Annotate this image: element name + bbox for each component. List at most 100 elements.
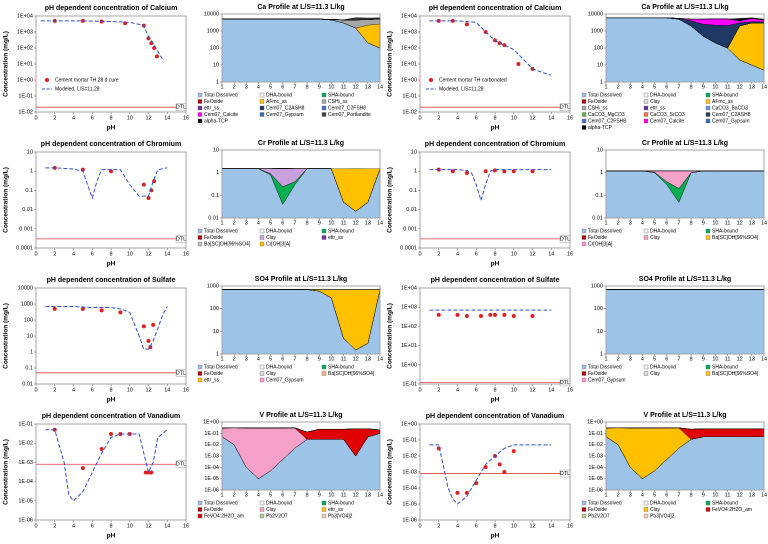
y-tick-label: 10 bbox=[597, 62, 603, 68]
legend-swatch bbox=[581, 92, 587, 98]
x-tick-label: 16 bbox=[183, 115, 189, 121]
legend-label: Modeled, L/S=11.28 bbox=[439, 86, 484, 92]
x-tick-label: 5 bbox=[269, 84, 272, 90]
plot-area bbox=[35, 423, 187, 521]
x-tick-label: 12 bbox=[737, 84, 743, 90]
legend-marker bbox=[45, 78, 49, 82]
data-point bbox=[154, 54, 159, 59]
x-tick-label: 3 bbox=[245, 220, 248, 226]
legend-swatch bbox=[321, 371, 327, 376]
plot-frame bbox=[419, 151, 571, 249]
plot-frame bbox=[419, 423, 571, 521]
x-tick-label: 6 bbox=[91, 387, 94, 393]
chart-title: pH dependent concentration of Chromium bbox=[425, 141, 565, 148]
x-tick-label: 6 bbox=[281, 84, 284, 90]
x-tick-label: 4 bbox=[72, 523, 75, 529]
legend-label: Ba[SC]OH[96%SO4] bbox=[328, 371, 375, 377]
legend-label: FeOxide bbox=[588, 99, 607, 105]
legend-swatch bbox=[581, 235, 587, 240]
data-point bbox=[99, 308, 104, 313]
x-tick-label: 13 bbox=[749, 356, 755, 362]
legend-label: ettr_ss bbox=[650, 105, 666, 111]
legend-swatch bbox=[259, 377, 265, 383]
legend-label: DHA-bound bbox=[650, 92, 676, 98]
legend-label: DHA-bound bbox=[266, 228, 292, 234]
y-tick-label: 1E+04 bbox=[401, 285, 417, 291]
legend-swatch bbox=[643, 92, 649, 98]
legend-swatch bbox=[643, 228, 649, 234]
legend-swatch bbox=[705, 118, 711, 124]
dtl-label: DTL bbox=[176, 105, 186, 111]
legend-swatch bbox=[259, 513, 265, 519]
y-tick-label: 10 bbox=[597, 147, 603, 153]
x-tick-label: 12 bbox=[353, 84, 359, 90]
x-tick-label: 4 bbox=[456, 523, 459, 529]
legend-label: DHA-bound bbox=[266, 500, 292, 506]
y-tick-label: 0.0001 bbox=[400, 245, 417, 251]
x-tick-label: 5 bbox=[269, 492, 272, 498]
y-tick-label: 1E+03 bbox=[401, 305, 417, 311]
y-tick-label: 10 bbox=[597, 329, 603, 335]
legend-swatch bbox=[705, 371, 711, 376]
legend-swatch bbox=[581, 513, 587, 519]
y-axis-label: Concentration (mg/L) bbox=[3, 303, 10, 369]
x-tick-label: 9 bbox=[318, 84, 321, 90]
y-tick-label: 1E+03 bbox=[401, 29, 417, 35]
chart-title: V Profile at L/S=11.3 L/kg bbox=[643, 412, 726, 419]
plot-frame bbox=[35, 15, 187, 113]
legend-label: Modeled, L/S=11.28 bbox=[55, 86, 100, 92]
y-tick-label: 1000 bbox=[21, 301, 33, 307]
x-tick-label: 3 bbox=[629, 220, 632, 226]
y-tick-label: 1E+00 bbox=[587, 419, 603, 425]
x-tick-label: 8 bbox=[109, 523, 112, 529]
data-point bbox=[464, 171, 469, 176]
data-point bbox=[455, 312, 460, 317]
legend-label: Ba[SC]OH[96%SO4] bbox=[712, 371, 759, 377]
data-point bbox=[464, 22, 469, 27]
data-point bbox=[502, 43, 507, 48]
y-tick-label: 1E-02 bbox=[402, 453, 417, 459]
legend-label: DHA-bound bbox=[266, 364, 292, 370]
dtl-label: DTL bbox=[176, 370, 186, 376]
y-tick-label: 100 bbox=[594, 306, 603, 312]
y-tick-label: 0.1 bbox=[211, 193, 219, 199]
x-tick-label: 2 bbox=[233, 84, 236, 90]
legend-label: Clay bbox=[266, 235, 277, 241]
y-tick-label: 1E-03 bbox=[204, 453, 219, 459]
legend-label: DHA-bound bbox=[650, 500, 676, 506]
y-tick-label: 1E-01 bbox=[402, 93, 417, 99]
x-tick-label: 8 bbox=[306, 84, 309, 90]
x-tick-label: 6 bbox=[475, 387, 478, 393]
legend-swatch bbox=[643, 513, 649, 519]
legend-label: Cr[OH]3[A] bbox=[588, 241, 613, 247]
x-tick-label: 6 bbox=[281, 492, 284, 498]
area-series bbox=[222, 289, 380, 354]
x-tick-label: 9 bbox=[318, 356, 321, 362]
plot-frame bbox=[419, 15, 571, 113]
legend-label: FeOxide bbox=[588, 235, 607, 241]
x-tick-label: 6 bbox=[91, 115, 94, 121]
y-tick-label: 1E-06 bbox=[402, 517, 417, 523]
x-tick-label: 8 bbox=[306, 356, 309, 362]
legend-swatch bbox=[643, 105, 649, 111]
x-tick-label: 5 bbox=[653, 492, 656, 498]
x-tick-label: 6 bbox=[665, 84, 668, 90]
x-tick-label: 14 bbox=[761, 84, 767, 90]
y-tick-label: 1E-04 bbox=[18, 479, 33, 485]
legend-label: Total Dissolved bbox=[204, 500, 238, 506]
chart-title: SO4 Profile at L/S=11.3 L/kg bbox=[255, 276, 347, 283]
x-tick-label: 4 bbox=[456, 387, 459, 393]
y-tick-label: 1E+00 bbox=[401, 421, 417, 427]
data-point bbox=[146, 470, 151, 475]
legend-label: Pb2V2O7 bbox=[588, 513, 610, 519]
x-tick-label: 0 bbox=[418, 387, 421, 393]
legend-label: Cem07_C2ASH8 bbox=[712, 112, 751, 118]
data-point bbox=[511, 169, 516, 174]
legend-swatch bbox=[705, 507, 711, 512]
x-tick-label: 2 bbox=[617, 220, 620, 226]
x-tick-label: 2 bbox=[617, 492, 620, 498]
legend-swatch bbox=[581, 112, 587, 117]
x-tick-label: 6 bbox=[281, 220, 284, 226]
legend-swatch bbox=[705, 364, 711, 370]
plot-frame bbox=[221, 149, 381, 219]
